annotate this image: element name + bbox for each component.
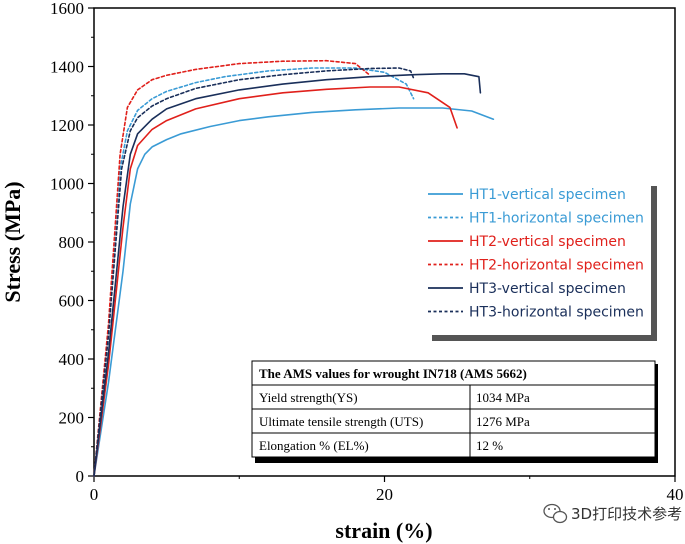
table-title: The AMS values for wrought IN718 (AMS 56… — [259, 366, 527, 381]
table-row-label: Elongation % (EL%) — [259, 438, 369, 453]
table-row-value: 1034 MPa — [476, 390, 530, 405]
legend-label: HT1-horizontal specimen — [469, 211, 644, 227]
y-tick-label: 1000 — [50, 175, 84, 194]
table-row-value: 1276 MPa — [476, 414, 530, 429]
series-line-3 — [93, 86, 458, 477]
y-tick-label: 0 — [76, 467, 85, 486]
x-tick-label: 20 — [376, 485, 393, 504]
y-tick-label: 1200 — [50, 116, 84, 135]
legend-label: HT2-horizontal specimen — [469, 258, 644, 274]
series-line-5 — [93, 73, 482, 477]
y-axis-title: Stress (MPa) — [0, 181, 25, 302]
y-tick-label: 800 — [59, 233, 85, 252]
legend-label: HT3-vertical specimen — [469, 281, 626, 297]
y-tick-label: 1600 — [50, 0, 84, 18]
series-line-2 — [93, 67, 415, 477]
x-tick-label: 40 — [667, 485, 684, 504]
y-tick-label: 600 — [59, 292, 85, 311]
y-tick-label: 1400 — [50, 58, 84, 77]
x-tick-label: 0 — [90, 485, 99, 504]
table-row-label: Yield strength(YS) — [259, 390, 358, 405]
legend-label: HT2-vertical specimen — [469, 234, 626, 250]
axis-ticks — [88, 7, 676, 482]
series-layer — [93, 59, 495, 477]
legend-box — [426, 180, 651, 335]
y-tick-label: 200 — [59, 409, 85, 428]
ams-table: The AMS values for wrought IN718 (AMS 56… — [251, 360, 658, 463]
watermark-text: 3D打印技术参考 — [571, 505, 682, 523]
legend: HT1-vertical specimen HT1-horizontal spec… — [426, 180, 657, 341]
x-axis-title: strain (%) — [335, 518, 432, 543]
series-line-4 — [93, 59, 371, 477]
y-tick-label: 400 — [59, 350, 85, 369]
table-row-label: Ultimate tensile strength (UTS) — [259, 414, 423, 429]
watermark: 3D打印技术参考 — [543, 503, 682, 524]
wechat-icon — [543, 503, 568, 524]
series-line-1 — [93, 107, 495, 477]
legend-label: HT1-vertical specimen — [469, 187, 626, 203]
axis-tick-labels: 0 200 400 600 800 1000 1200 1400 1600 0 20 40 — [50, 0, 684, 504]
series-line-6 — [93, 67, 415, 477]
legend-label: HT3-horizontal specimen — [469, 305, 644, 321]
table-row-value: 12 % — [476, 438, 503, 453]
